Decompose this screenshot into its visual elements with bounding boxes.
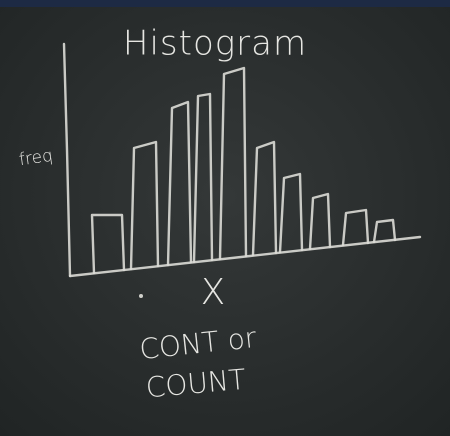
bar [308, 192, 332, 251]
bar [218, 66, 248, 261]
bar [251, 140, 278, 257]
histogram-bars [90, 66, 397, 275]
bar [341, 208, 370, 247]
top-strip [0, 0, 450, 7]
title: Histogram [123, 24, 307, 64]
bar [372, 218, 397, 244]
y-axis [62, 42, 72, 278]
x-label: X [201, 272, 226, 313]
bar [129, 140, 160, 271]
chalk-dot [139, 294, 143, 298]
bar [166, 100, 193, 267]
bar [90, 213, 126, 275]
bar [278, 172, 304, 254]
y-label: freq [18, 146, 54, 171]
bar [192, 92, 214, 264]
